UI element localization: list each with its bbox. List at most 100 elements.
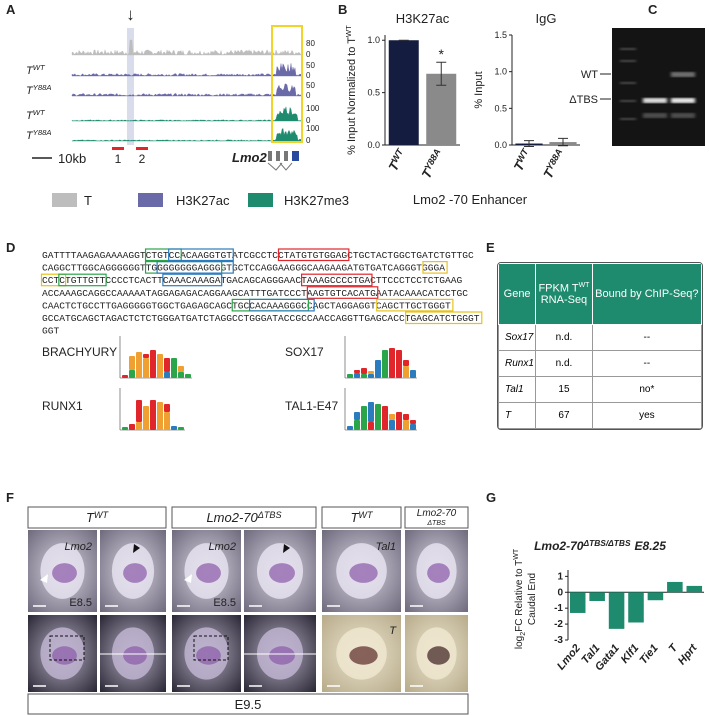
logo-letter (403, 414, 409, 420)
x-tick-label: TY88A (540, 147, 568, 181)
y-axis-label-part: log (514, 636, 525, 649)
track-scale-max: 50 (306, 81, 315, 90)
genotype-label-part: Lmo2-70 (417, 508, 457, 519)
table-cell: -- (591, 324, 702, 351)
significance: * (439, 46, 445, 62)
track-label-part: WT (33, 108, 46, 117)
logo-letter (410, 420, 416, 424)
x-tick-label-part: WT (389, 146, 405, 164)
x-tick-label: Klf1 (619, 642, 642, 666)
bar (608, 592, 625, 629)
motif-box (277, 248, 350, 262)
y-tick-label: 0.5 (494, 103, 507, 113)
track-scale-min: 0 (306, 50, 311, 59)
table-cell: -- (591, 350, 702, 377)
genotype-box (171, 506, 317, 529)
logo-letter (389, 348, 395, 378)
ladder-band (620, 100, 636, 102)
y-axis-label: log2FC Relative to TWT (513, 548, 527, 649)
motif-box (306, 286, 379, 299)
logo-letter (368, 402, 374, 422)
bar (667, 581, 683, 593)
x-tick-label: TWT (511, 146, 536, 174)
logo-letter (396, 350, 402, 378)
track-label-part: T (26, 65, 34, 77)
logo-letter (396, 412, 402, 430)
band-label: WT (581, 69, 598, 81)
motif-box (40, 273, 67, 287)
gene-model (267, 162, 293, 171)
table-cell: 15 (535, 376, 593, 403)
header-text: FPKM T (538, 282, 579, 295)
logo-letter (164, 372, 170, 378)
logo-letter (150, 400, 156, 430)
photo-label: Lmo2 (64, 541, 92, 553)
legend-label: H3K27ac (176, 193, 230, 208)
x-tick-label: Hprt (676, 641, 701, 667)
ladder-band (620, 60, 636, 62)
motif-box (156, 261, 234, 274)
sequence-line: GGT (42, 326, 60, 337)
header-cell: Gene (498, 263, 537, 325)
staining (123, 646, 147, 665)
x-tick-label-part: Tie1 (638, 642, 661, 666)
motif-box (405, 311, 483, 325)
chart-title-part: ΔTBS/ΔTBS (582, 538, 630, 548)
signal-track (71, 63, 303, 77)
enhancer-box (271, 25, 303, 143)
sequence-line: CAGGCTTGGCAGGGGGGTTGGGGGGGGAGGGGTGCTCCAG… (42, 263, 445, 274)
logo-letter (403, 360, 409, 366)
track-label: TY88A (26, 83, 52, 97)
logo-letter (143, 354, 149, 358)
legend-label: H3K27me3 (284, 193, 349, 208)
band-label: ΔTBS (569, 94, 598, 106)
track-scale-max: 50 (306, 61, 315, 70)
highlight-column (127, 28, 134, 145)
genotype-label: TWT (350, 510, 374, 525)
motif-box (58, 273, 107, 287)
gel (612, 28, 705, 146)
header-cell: Bound by ChIP-Seq? (591, 263, 702, 325)
logo-letter (143, 406, 149, 430)
stage-box (27, 693, 469, 715)
panel-label: E (486, 240, 495, 255)
exon (276, 151, 280, 161)
photo-label: E8.5 (69, 597, 92, 609)
chart-title: Lmo2-70ΔTBS/ΔTBS E8.25 (534, 538, 666, 553)
ladder-band (620, 48, 636, 50)
logo-letter (164, 358, 170, 372)
arrowhead (133, 544, 140, 553)
logo-letter (122, 375, 128, 378)
chart-title-part: E8.25 (635, 539, 667, 553)
track-scale-min: 0 (306, 71, 311, 80)
motif-name: BRACHYURY (42, 345, 117, 359)
scale-bar-label: 10kb (58, 151, 86, 166)
x-tick-label-part: Y88A (422, 147, 442, 172)
y-axis-label: % Input Normalized to TWT (344, 25, 358, 155)
motif-name: TAL1-E47 (285, 399, 338, 413)
sequence-line: CAACTCTGCCTTGAGGGGGTGGCTGAGAGCAGCTGCCACA… (42, 300, 451, 311)
x-tick-label-part: T (667, 641, 681, 655)
table-header: Gene FPKM TWT RNA-Seq Bound by ChIP-Seq? (498, 263, 702, 325)
gene-name: Lmo2 (232, 150, 267, 165)
logo-letter (136, 400, 142, 422)
y-axis-label-part: WT (513, 548, 520, 560)
logo-letter (122, 427, 128, 430)
arrowhead (40, 574, 48, 583)
motif-box (422, 261, 448, 274)
logo-letter (136, 352, 142, 378)
logo-letter (375, 404, 381, 430)
logo-letter (164, 404, 170, 412)
y-tick-label: -3 (554, 635, 563, 646)
logo-letter (361, 368, 367, 374)
bar (686, 585, 703, 593)
signal-track (71, 127, 303, 142)
sequence-line: GCCATGCAGCTAGACTCTCTGGGATGATCTAGGCCTGGGA… (42, 313, 480, 324)
logo-letter (129, 356, 135, 370)
track-scale-max: 80 (306, 39, 315, 48)
genotype-label-part: ΔTBS (257, 510, 282, 520)
staining (123, 563, 147, 583)
header-cell: FPKM TWT RNA-Seq (535, 263, 593, 325)
motif-name: RUNX1 (42, 399, 83, 413)
